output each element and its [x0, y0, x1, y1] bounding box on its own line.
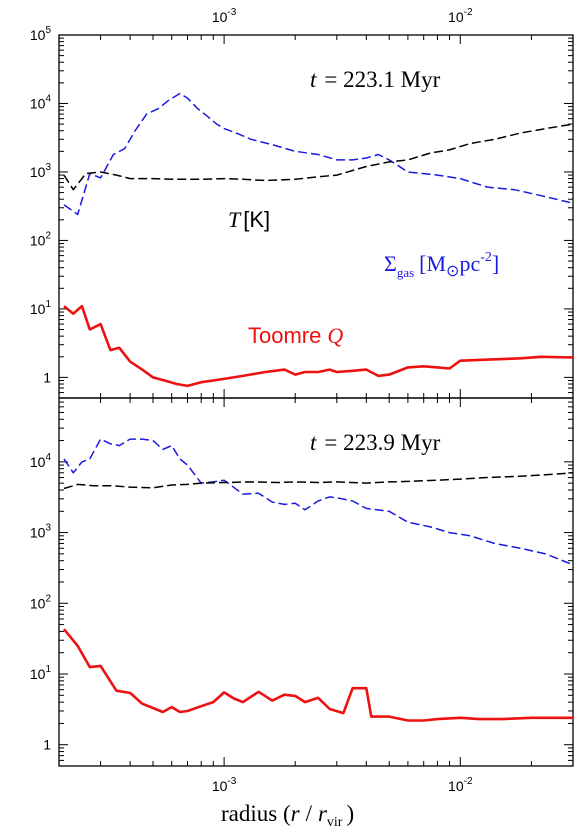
toomre-label: Toomre Q — [248, 323, 343, 348]
top-y-tick-label: 102 — [30, 230, 52, 248]
sigma-unit-mid: pc — [459, 251, 480, 276]
top-time-symbol: t — [310, 67, 317, 92]
bottom-toomre-line — [62, 628, 573, 722]
sigma-unit-open: [M — [419, 251, 446, 276]
bottom-y-tick-label: 101 — [30, 664, 52, 682]
bottom-y-tick-label: 104 — [30, 452, 52, 470]
x-axis-label-r: r — [291, 801, 301, 826]
bottom-y-tick-label: 102 — [30, 593, 52, 611]
x-axis-label-text: radius ( — [221, 801, 291, 826]
sigma-subscript: gas — [397, 265, 414, 280]
toomre-symbol: Q — [327, 323, 343, 348]
top-y-tick-label: 103 — [30, 162, 52, 180]
bottom-time-symbol: t — [310, 430, 317, 455]
temperature-symbol: T — [228, 207, 242, 232]
x-axis-label-sub: vir — [327, 815, 343, 830]
sigma-sun-symbol: ⊙ — [446, 263, 459, 280]
bottom-sigma-line — [63, 438, 574, 566]
bottom-temperature-line — [63, 472, 574, 490]
bottom-x-tick-label: 10-2 — [448, 776, 473, 794]
bottom-x-tick-label: 10-3 — [212, 776, 237, 794]
sigma-unit-exp: -2 — [480, 250, 492, 265]
top-x-tick-label: 10-3 — [212, 7, 237, 25]
toomre-text: Toomre — [248, 323, 321, 348]
x-axis-label-slash: / — [306, 801, 313, 826]
top-time-annotation: t = 223.1 Myr — [310, 67, 441, 92]
top-sigma-line — [63, 92, 574, 216]
top-y-tick-label: 1 — [43, 369, 51, 385]
top-y-tick-label: 105 — [30, 25, 52, 43]
sigma-symbol: Σ — [384, 251, 397, 276]
bottom-time-value: = 223.9 Myr — [324, 430, 440, 455]
x-axis-label-close: ) — [346, 801, 354, 826]
top-time-value: = 223.1 Myr — [324, 67, 440, 92]
sigma-gas-label: Σgas [M⊙pc-2] — [384, 250, 499, 280]
x-axis-label-rv: r — [318, 801, 328, 826]
sigma-unit-close: ] — [492, 251, 499, 276]
top-y-tick-label: 104 — [30, 93, 52, 111]
bottom-y-tick-label: 103 — [30, 523, 52, 541]
top-temperature-line — [63, 123, 574, 191]
temperature-unit: [K] — [243, 207, 270, 232]
bottom-y-tick-label: 1 — [43, 737, 51, 753]
top-y-tick-label: 101 — [30, 299, 52, 317]
top-x-tick-label: 10-2 — [448, 7, 473, 25]
bottom-time-annotation: t = 223.9 Myr — [310, 430, 441, 455]
plot-layer: 1 101 102 103 104 105 10-3 10-2 1 101 102 103 104 10-… — [30, 7, 574, 794]
temperature-label: T [K] — [228, 207, 270, 232]
x-axis-label: radius (r / rvir) — [221, 801, 354, 830]
top-toomre-line — [63, 304, 574, 388]
